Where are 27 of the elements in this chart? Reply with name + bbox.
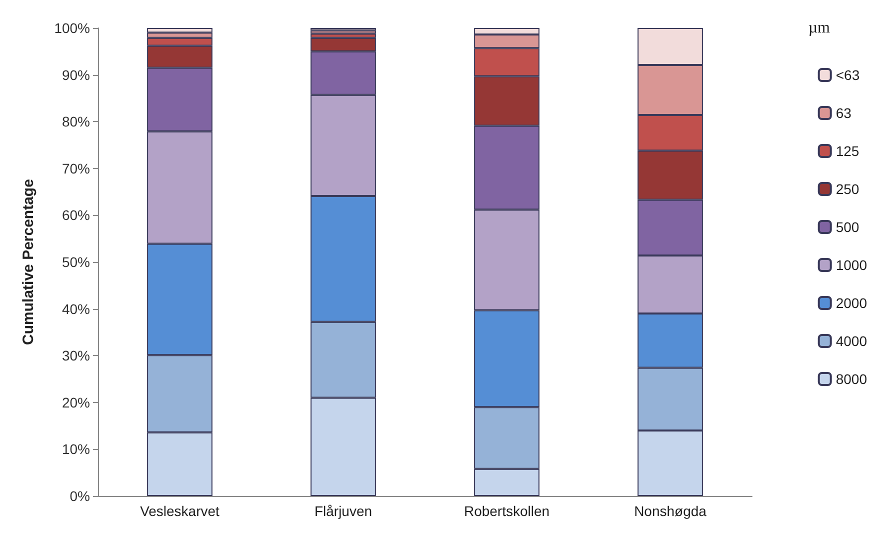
x-tick-label: Flårjuven bbox=[314, 503, 372, 519]
y-tick-label: 100% bbox=[54, 20, 90, 36]
y-tick-label: 70% bbox=[62, 160, 90, 176]
y-tick-label: 30% bbox=[62, 348, 90, 364]
legend-label: 1000 bbox=[836, 257, 868, 273]
legend-label: 2000 bbox=[836, 295, 868, 311]
bar bbox=[310, 30, 376, 34]
y-tick-label: 10% bbox=[62, 441, 90, 458]
legend-label: 63 bbox=[836, 105, 852, 121]
y-tick-label: 50% bbox=[62, 254, 90, 270]
y-tick-label: 60% bbox=[62, 207, 90, 224]
y-tick-label: 90% bbox=[62, 66, 90, 83]
legend-label: 4000 bbox=[836, 333, 868, 349]
x-tick-label: Robertskollen bbox=[464, 503, 550, 519]
x-tick-label: Vesleskarvet bbox=[140, 503, 220, 519]
y-tick-label: 20% bbox=[62, 394, 90, 410]
legend-label: 125 bbox=[836, 143, 860, 159]
y-tick-label: 40% bbox=[62, 300, 90, 317]
x-tick-label: Nonshøgda bbox=[634, 503, 707, 519]
legend-label: 500 bbox=[836, 219, 860, 235]
legend-label: <63 bbox=[836, 67, 860, 83]
y-axis-title: Cumulative Percentage bbox=[20, 179, 37, 345]
y-tick-label: 0% bbox=[70, 488, 90, 504]
legend-label: 250 bbox=[836, 181, 860, 197]
y-tick-label: 80% bbox=[62, 114, 90, 130]
legend-title: µm bbox=[808, 20, 831, 36]
legend-label: 8000 bbox=[836, 371, 868, 387]
